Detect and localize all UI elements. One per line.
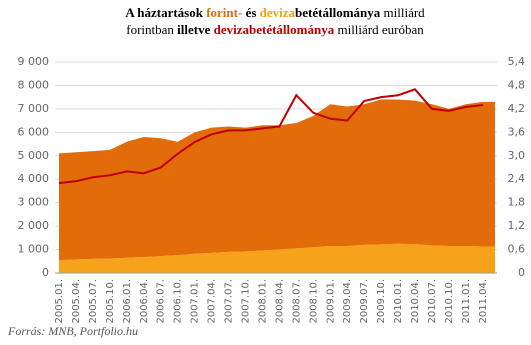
y-tick-label: 5 000 bbox=[18, 149, 50, 162]
x-tick-label: 2006.10. bbox=[173, 279, 184, 324]
x-tick-label: 2005.04. bbox=[71, 279, 82, 324]
y2-tick-label: 1,8 bbox=[508, 196, 526, 209]
y2-tick-label: 3,6 bbox=[508, 125, 526, 138]
y-tick-label: 0 bbox=[42, 266, 49, 279]
x-tick-label: 2010.04. bbox=[410, 279, 421, 324]
title-segment: devizabetétállománya bbox=[214, 22, 335, 37]
area bbox=[59, 243, 495, 273]
y-tick-label: 1 000 bbox=[18, 243, 50, 256]
y2-tick-label: 4,2 bbox=[508, 102, 526, 115]
x-tick-label: 2005.01. bbox=[54, 279, 65, 324]
y-tick-label: 3 000 bbox=[18, 196, 50, 209]
title-segment: deviza bbox=[260, 5, 296, 20]
x-tick-label: 2007.04. bbox=[207, 279, 218, 324]
x-tick-label: 2010.07. bbox=[427, 279, 438, 324]
y-tick-label: 8 000 bbox=[18, 78, 50, 91]
x-tick-label: 2009.04. bbox=[342, 279, 353, 324]
y-tick-label: 6 000 bbox=[18, 125, 50, 138]
title-segment: forint- bbox=[206, 5, 242, 20]
x-tick-label: 2009.10. bbox=[376, 279, 387, 324]
x-tick-label: 2008.07. bbox=[291, 279, 302, 324]
line bbox=[58, 88, 483, 185]
y2-tick-label: 1,2 bbox=[508, 219, 526, 232]
y-tick-label: 9 000 bbox=[18, 55, 50, 68]
x-tick-label: 2006.07. bbox=[156, 279, 167, 324]
x-tick-label: 2009.01. bbox=[325, 279, 336, 324]
title-segment: milliárd euróban bbox=[334, 22, 424, 37]
area bbox=[59, 99, 495, 261]
x-tick-label: 2007.10. bbox=[240, 279, 251, 324]
title-line-2: forintban illetve devizabetétállománya m… bbox=[126, 22, 424, 37]
title-segment: betétállománya bbox=[295, 5, 381, 20]
source: Forrás: MNB, Portfolio.hu bbox=[7, 324, 138, 338]
y2-tick-label: 0,6 bbox=[508, 243, 526, 256]
title-segment: és bbox=[242, 5, 259, 20]
x-tick-label: 2007.07. bbox=[224, 279, 235, 324]
x-tick-label: 2010.01. bbox=[393, 279, 404, 324]
x-tick-label: 2006.01. bbox=[122, 279, 133, 324]
y2-tick-label: 4,8 bbox=[508, 78, 526, 91]
title-segment: illetve bbox=[177, 22, 213, 37]
x-tick-label: 2006.04. bbox=[139, 279, 150, 324]
y2-tick-label: 3,0 bbox=[508, 149, 526, 162]
title-segment: A háztartások bbox=[125, 5, 206, 20]
y-tick-label: 7 000 bbox=[18, 102, 50, 115]
title-segment: forintban bbox=[126, 22, 177, 37]
x-tick-label: 2010.10. bbox=[444, 279, 455, 324]
x-tick-label: 2007.01. bbox=[190, 279, 201, 324]
x-tick-label: 2008.10. bbox=[308, 279, 319, 324]
y-tick-label: 4 000 bbox=[18, 172, 50, 185]
x-tick-label: 2011.01. bbox=[461, 279, 472, 324]
x-tick-label: 2011.04. bbox=[478, 279, 489, 324]
title-segment: milliárd bbox=[380, 5, 425, 20]
y2-tick-label: 2,4 bbox=[508, 172, 526, 185]
x-tick-label: 2005.07. bbox=[88, 279, 99, 324]
x-tick-label: 2008.04. bbox=[274, 279, 285, 324]
y2-tick-label: 5,4 bbox=[508, 55, 526, 68]
x-tick-label: 2009.07. bbox=[359, 279, 370, 324]
x-tick-label: 2005.10. bbox=[105, 279, 116, 324]
y2-tick-label: 0 bbox=[518, 266, 525, 279]
y-tick-label: 2 000 bbox=[18, 219, 50, 232]
x-tick-label: 2008.01. bbox=[257, 279, 268, 324]
title-line-1: A háztartások forint- és devizabetétállo… bbox=[125, 5, 425, 20]
